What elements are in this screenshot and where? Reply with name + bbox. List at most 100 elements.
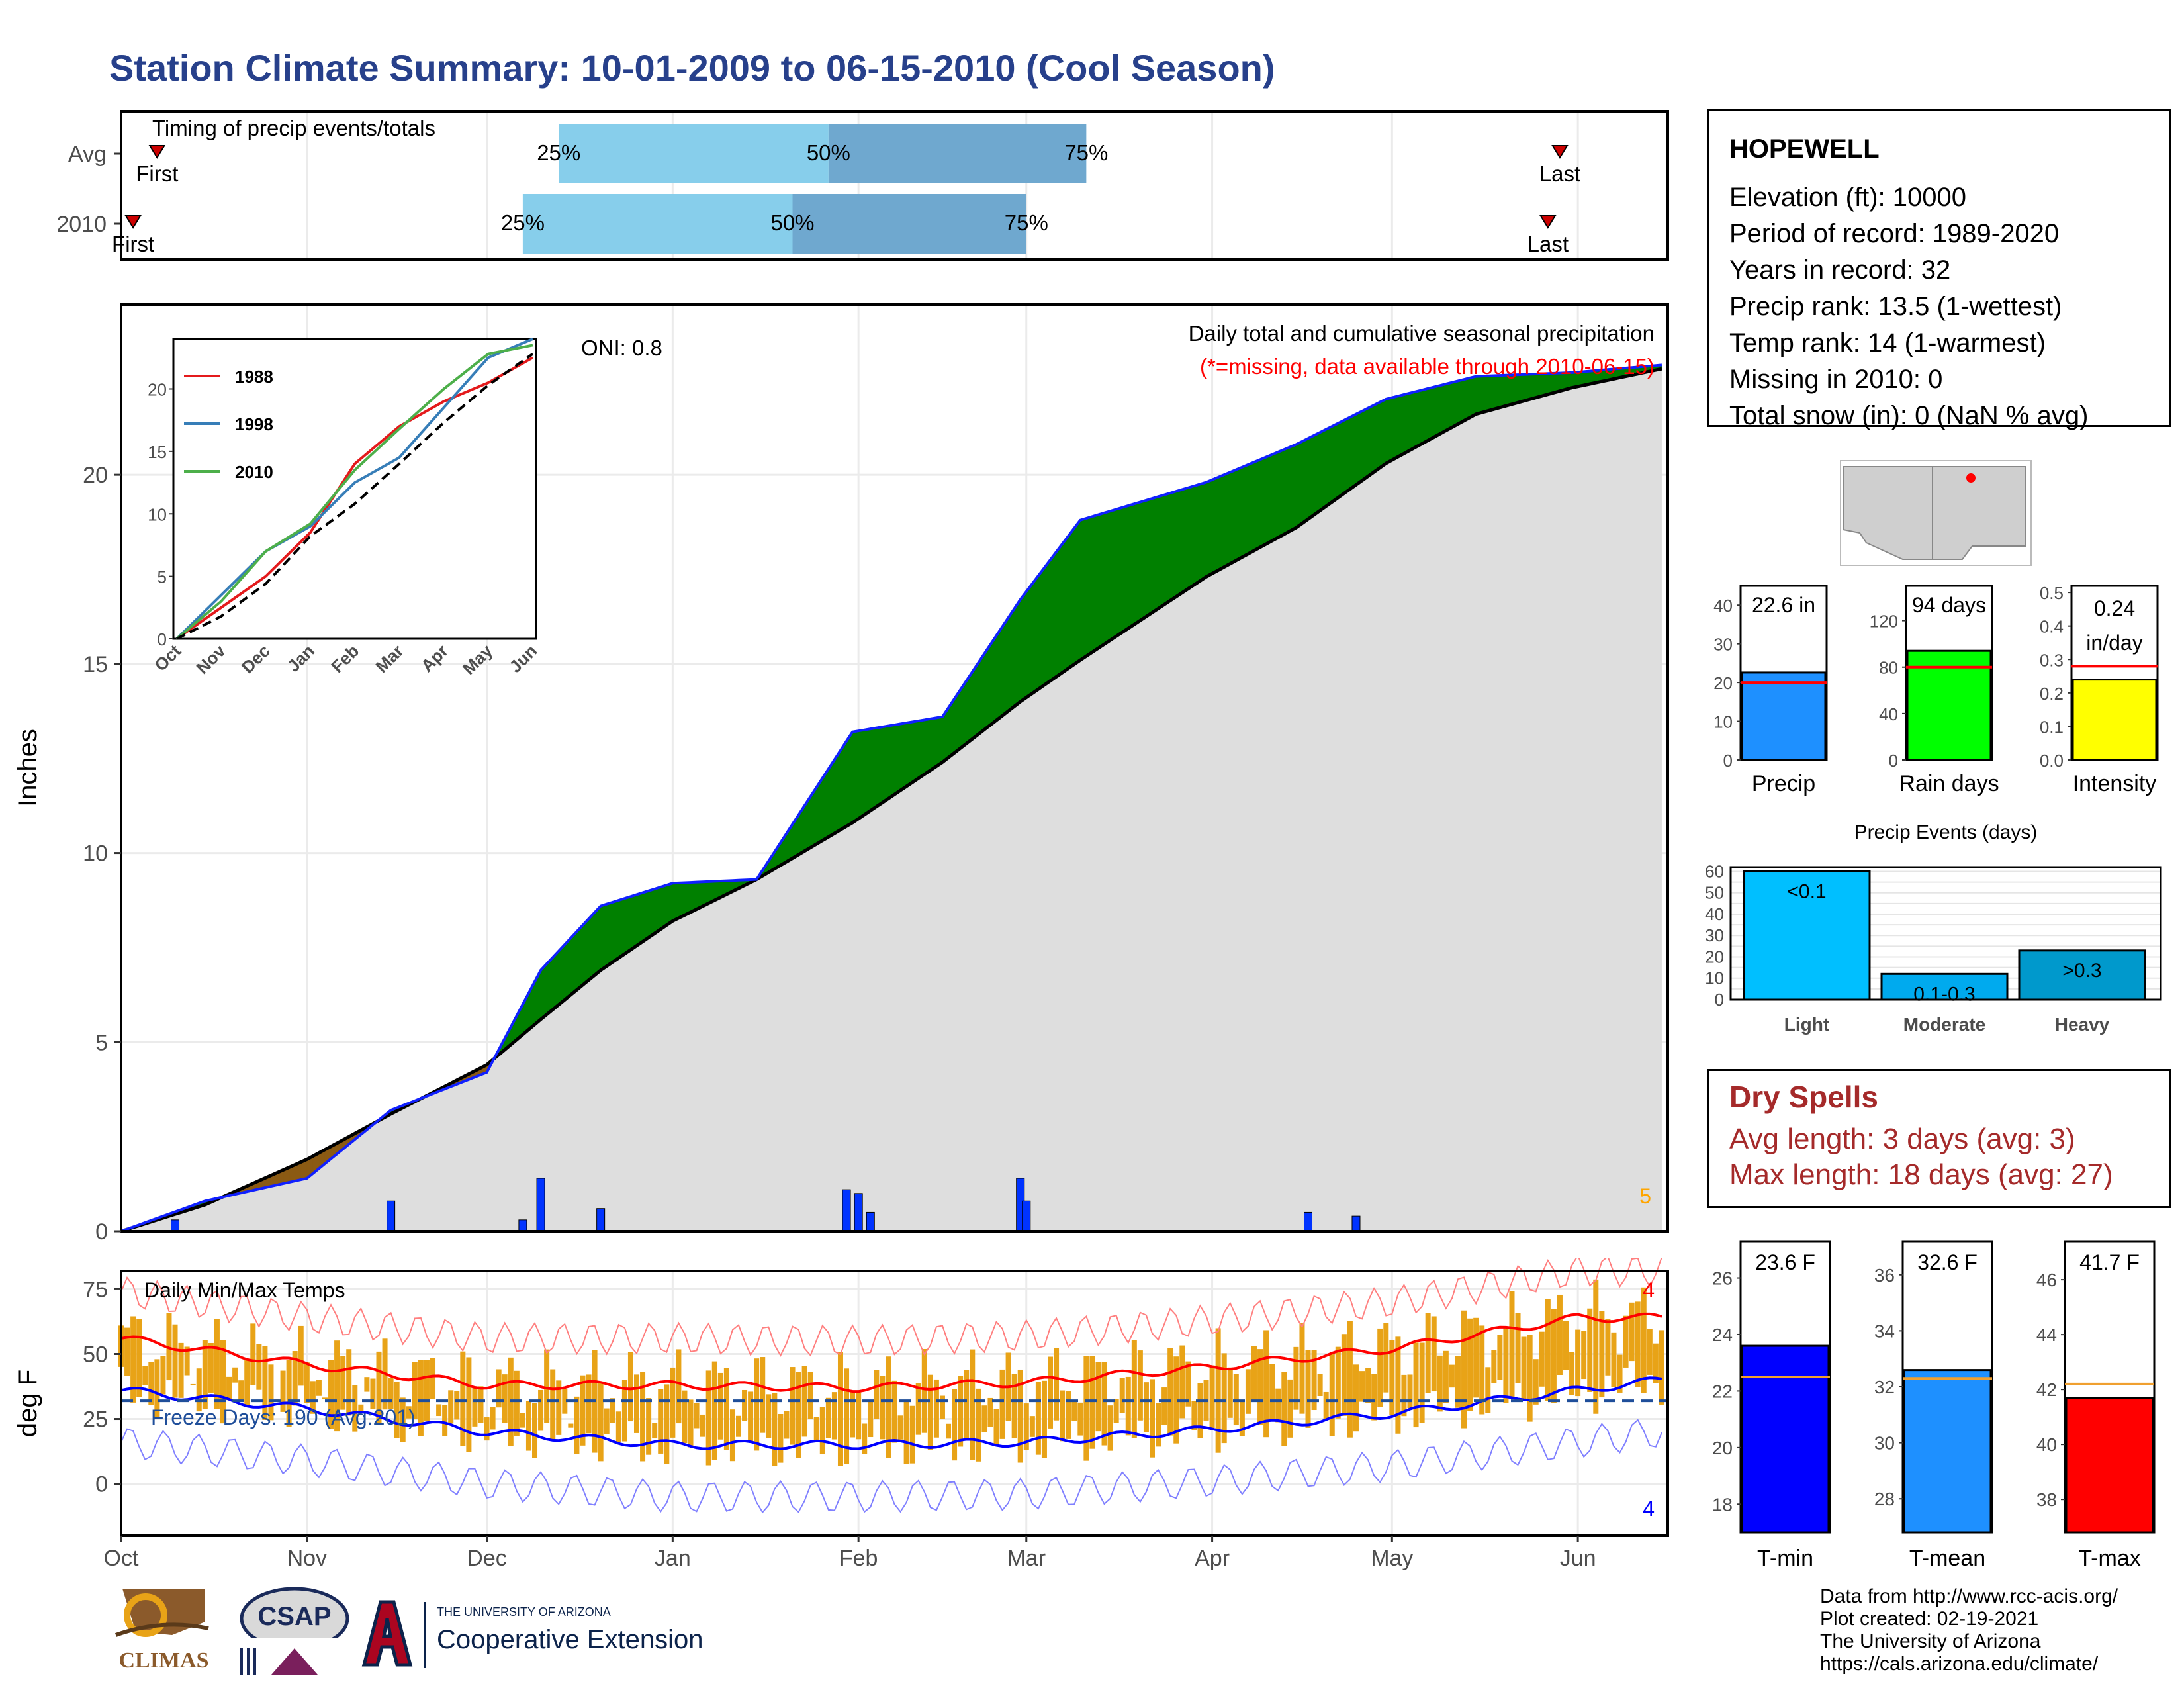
difference-area: [684, 882, 692, 916]
temp-y-label: 24: [1712, 1325, 1733, 1345]
difference-area: [1163, 492, 1171, 606]
difference-area: [1128, 503, 1135, 630]
daily-temp-bar: [502, 1374, 508, 1423]
difference-area: [1445, 382, 1453, 432]
daily-temp-bar: [862, 1423, 868, 1454]
difference-area: [1050, 551, 1057, 682]
precip-events-chart: Precip Events (days) <0.1 Light 0.1-0.3 Mode…: [1705, 821, 2162, 1035]
difference-area: [1044, 559, 1051, 686]
daily-temp-bar: [1011, 1374, 1017, 1439]
difference-area: [1038, 567, 1045, 690]
daily-temp-bar: [1311, 1350, 1317, 1411]
daily-temp-bar: [532, 1403, 538, 1458]
x-tick-label: Apr: [1195, 1546, 1230, 1571]
daily-temp-bar: [472, 1386, 478, 1427]
daily-temp-bar: [981, 1405, 987, 1432]
daily-temp-bar: [328, 1360, 334, 1429]
daily-temp-bar: [442, 1405, 448, 1436]
daily-temp-bar: [190, 1383, 196, 1385]
difference-area: [1193, 483, 1201, 586]
daily-precip-bar: [1351, 1215, 1361, 1232]
daily-temp-bar: [166, 1313, 172, 1381]
difference-area: [936, 716, 943, 767]
daily-temp-bar: [256, 1344, 262, 1390]
inset-y-label: 15: [148, 442, 167, 462]
difference-area: [1242, 464, 1249, 558]
difference-area: [1332, 422, 1339, 503]
season-y-label: 10: [1713, 712, 1733, 732]
daily-temp-bar: [580, 1375, 586, 1446]
first-marker: [124, 215, 142, 229]
daily-temp-bar: [723, 1368, 729, 1450]
daily-temp-bar: [1173, 1356, 1179, 1444]
x-tick-label: May: [1371, 1546, 1413, 1571]
plot-frame: [120, 303, 1669, 1233]
difference-area: [978, 652, 985, 735]
daily-temp-bar: [1209, 1365, 1215, 1429]
events-bar-label: >0.3: [2062, 960, 2101, 982]
difference-area: [642, 890, 649, 943]
season-y-label: 0: [1889, 751, 1898, 771]
x-tick-label: Dec: [467, 1546, 506, 1571]
daily-temp-bar: [1527, 1335, 1533, 1422]
temp-y-label: 42: [2036, 1380, 2057, 1400]
daily-temp-bar: [430, 1358, 436, 1399]
difference-area: [1308, 434, 1315, 520]
daily-temp-bar: [352, 1385, 358, 1432]
difference-area: [630, 894, 637, 951]
daily-temp-bar: [909, 1405, 915, 1464]
temp-chart: 0 25 50 75 Oct Nov Dec Jan Feb Mar Apr May Jun deg F D…: [13, 1258, 1669, 1571]
daily-temp-bar: [436, 1404, 442, 1417]
difference-area: [1326, 426, 1333, 507]
credit-line: Plot created: 02-19-2021: [1820, 1608, 2039, 1630]
difference-area: [1301, 438, 1309, 524]
events-title: Precip Events (days): [1854, 821, 2038, 843]
daily-temp-bar: [412, 1362, 418, 1420]
difference-area: [1158, 494, 1165, 610]
season-y-label: 120: [1870, 612, 1898, 632]
difference-area: [995, 625, 1003, 722]
daily-temp-bar: [760, 1357, 766, 1433]
temp-y-label: 40: [2036, 1434, 2057, 1455]
difference-area: [1248, 461, 1255, 555]
difference-area: [588, 912, 596, 981]
daily-precip-bar: [1304, 1211, 1313, 1232]
difference-area: [1433, 385, 1441, 438]
difference-area: [1236, 466, 1243, 561]
timing-heading: Timing of precip events/totals: [152, 116, 435, 140]
daily-temp-bar: [1437, 1355, 1443, 1412]
difference-area: [972, 661, 979, 740]
difference-area: [1181, 487, 1189, 594]
daily-temp-bar: [676, 1349, 682, 1424]
daily-temp-bar: [1143, 1382, 1149, 1432]
season-panel-label: Intensity: [2073, 771, 2157, 796]
difference-area: [1385, 397, 1392, 464]
daily-precip-bar: [536, 1178, 545, 1232]
daily-temp-bar: [1455, 1356, 1461, 1408]
temp-y-label: 34: [1874, 1321, 1895, 1341]
difference-area: [960, 679, 967, 749]
inset-line: [175, 338, 533, 640]
dry-spells-heading: Dry Spells: [1729, 1080, 1878, 1114]
timing-label-75: 75%: [1064, 140, 1108, 165]
temp-heading: Daily Min/Max Temps: [144, 1278, 345, 1302]
row-label: Avg: [68, 142, 107, 167]
dry-spells-max: Max length: 18 days (avg: 27): [1729, 1158, 2113, 1191]
daily-temp-bar: [634, 1374, 639, 1433]
daily-temp-bar: [754, 1358, 760, 1451]
difference-area: [1349, 413, 1357, 490]
daily-temp-bar: [525, 1401, 531, 1451]
daily-temp-bar: [574, 1396, 580, 1454]
difference-area: [1518, 374, 1525, 403]
daily-temp-bar: [406, 1406, 412, 1419]
temp-panel-label: T-max: [2078, 1546, 2140, 1571]
difference-area: [624, 896, 631, 955]
difference-area: [1253, 459, 1261, 551]
daily-temp-bar: [801, 1366, 807, 1437]
difference-area: [900, 722, 907, 792]
daily-temp-bar: [268, 1364, 274, 1421]
dry-spells-avg: Avg length: 3 days (avg: 3): [1729, 1123, 2075, 1155]
daily-temp-bar: [148, 1362, 154, 1405]
season-y-label: 0: [1723, 751, 1733, 771]
daily-temp-bar: [1281, 1372, 1287, 1446]
